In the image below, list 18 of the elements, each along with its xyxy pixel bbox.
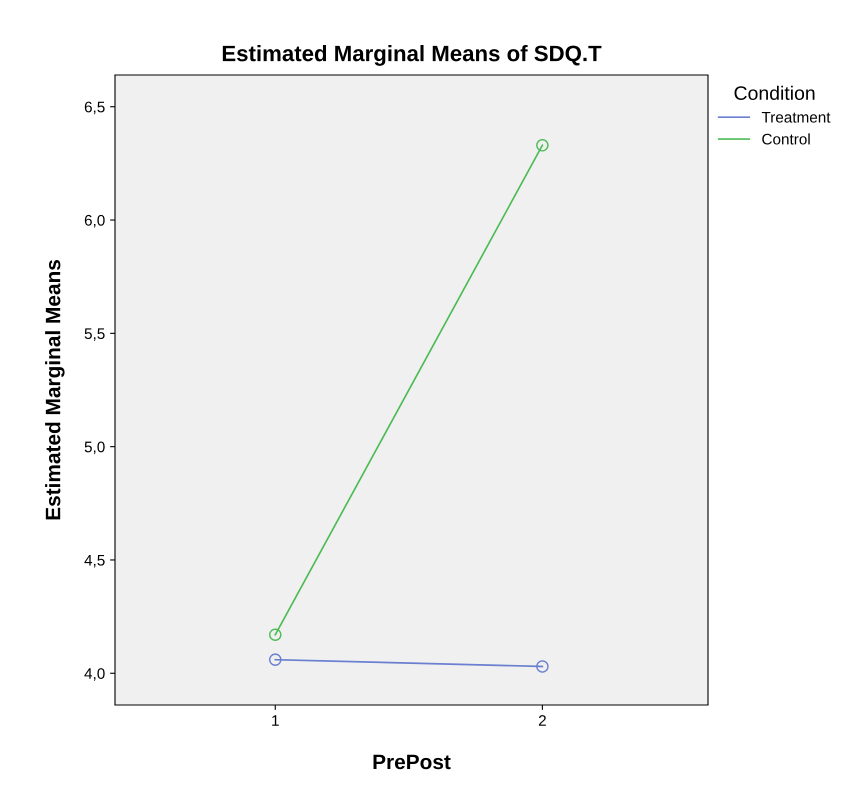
y-tick-label: 6,0	[84, 214, 105, 228]
point	[269, 628, 282, 641]
x-axis-title: PrePost	[374, 754, 451, 770]
y-axis-title: Estimated Marginal Means	[45, 260, 65, 520]
x-tick-label: 1	[272, 715, 279, 726]
y-tick-label: 5,0	[84, 442, 105, 454]
y-tick-label: 5,5	[84, 328, 105, 341]
legend-label: Treatment	[762, 112, 830, 123]
chart-title: Estimated Marginal Means of SDQ.T	[222, 45, 602, 66]
y-tick-label: 4,5	[84, 554, 105, 568]
y-tick-label: 6,5	[84, 102, 105, 114]
legend-title: Condition	[734, 86, 814, 100]
point	[269, 653, 282, 666]
y-tick-label: 4,0	[84, 668, 105, 681]
point	[536, 139, 549, 152]
x-tick-label: 2	[538, 715, 546, 726]
point	[536, 660, 549, 673]
legend-label: Control	[762, 133, 810, 145]
